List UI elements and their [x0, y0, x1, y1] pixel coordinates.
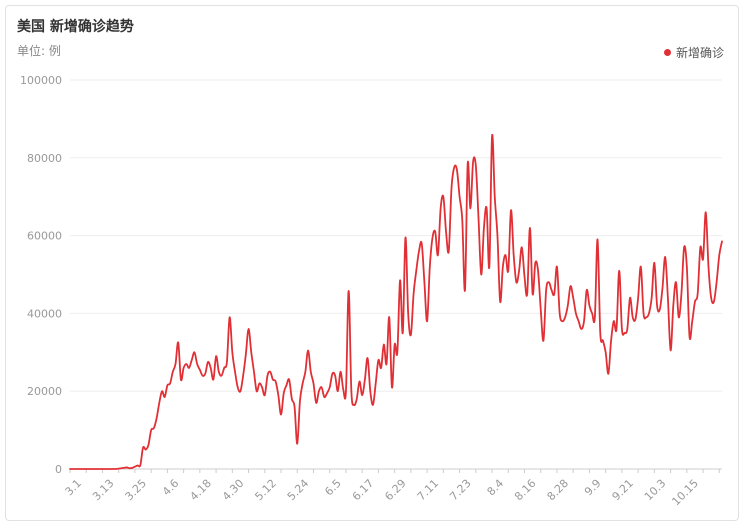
- legend[interactable]: 新增确诊: [663, 44, 724, 61]
- y-tick-label: 20000: [27, 385, 62, 398]
- y-tick-label: 40000: [27, 307, 62, 320]
- chart-card: [5, 5, 739, 521]
- x-tick-label: 6.17: [350, 477, 377, 504]
- x-tick-label: 6.5: [322, 477, 344, 499]
- x-tick-label: 10.15: [669, 477, 700, 508]
- x-tick-label: 3.25: [123, 477, 150, 504]
- x-tick-label: 6.29: [382, 477, 409, 504]
- legend-label: 新增确诊: [675, 46, 724, 60]
- grid-lines: [70, 79, 722, 470]
- legend-marker: [663, 49, 671, 56]
- x-tick-label: 7.11: [415, 477, 442, 504]
- x-tick-label: 3.13: [90, 477, 117, 504]
- x-tick-label: 9.9: [582, 477, 604, 499]
- x-tick-label: 4.6: [160, 477, 182, 499]
- x-tick-label: 8.4: [485, 477, 507, 499]
- x-tick-label: 5.24: [285, 477, 312, 504]
- series-line-新增确诊: [69, 133, 723, 470]
- x-tick-label: 4.30: [220, 477, 247, 504]
- x-tick-label: 7.23: [447, 477, 474, 504]
- x-tick-label: 3.1: [63, 477, 85, 499]
- unit-label: 单位: 例: [17, 44, 61, 58]
- x-tick-label: 4.18: [187, 477, 214, 504]
- chart-title: 美国 新增确诊趋势: [17, 19, 134, 35]
- series-group: [69, 133, 723, 470]
- x-tick-label: 5.12: [252, 477, 279, 504]
- x-tick-label: 8.16: [512, 477, 539, 504]
- y-axis-ticks: 0 20000 40000 60000 80000 100000: [20, 74, 62, 476]
- x-axis-ticks: 3.1 3.13 3.25 4.6 4.18 4.30 5.12 5.24 6.5 6.17 6.2…: [63, 477, 701, 508]
- x-tick-label: 10.3: [642, 477, 669, 504]
- x-axis: [69, 469, 720, 473]
- x-tick-label: 9.21: [609, 477, 636, 504]
- y-tick-label: 60000: [27, 230, 62, 243]
- y-tick-label: 100000: [20, 74, 62, 87]
- y-tick-label: 80000: [27, 152, 62, 165]
- x-tick-label: 8.28: [545, 477, 572, 504]
- y-tick-label: 0: [55, 463, 62, 476]
